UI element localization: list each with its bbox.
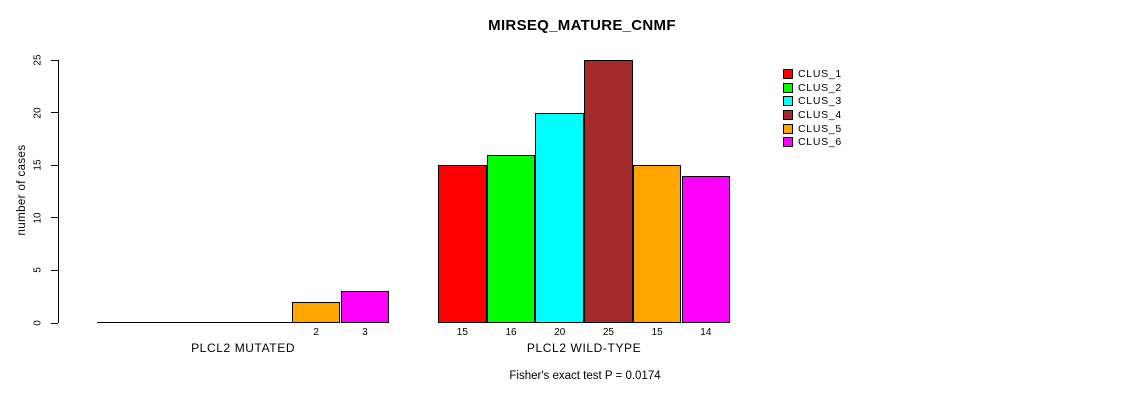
bar-CLUS_6 (340, 291, 390, 323)
bar-CLUS_1 (438, 165, 487, 323)
y-tick-label: 5 (32, 267, 44, 274)
bar-CLUS_5 (291, 301, 341, 323)
bar-value-label: 3 (362, 327, 368, 338)
bar-value-label: 20 (554, 327, 566, 338)
bar-value-label: 25 (602, 327, 614, 338)
y-tick-label: 15 (32, 159, 44, 171)
y-tick-label: 10 (32, 212, 44, 224)
legend: CLUS_1 CLUS_2 CLUS_3 CLUS_4 CLUS_5 CLUS_6 (783, 67, 842, 149)
bar-value-label: 16 (505, 327, 517, 338)
bar-value-label: 2 (313, 327, 319, 338)
legend-item-CLUS_2: CLUS_2 (783, 81, 842, 95)
y-tick-label: 20 (32, 107, 44, 119)
y-tick (51, 112, 58, 114)
legend-item-CLUS_4: CLUS_4 (783, 108, 842, 122)
legend-item-CLUS_6: CLUS_6 (783, 135, 842, 149)
bar-value-label: 15 (651, 327, 663, 338)
legend-swatch-CLUS_5 (783, 123, 793, 134)
y-tick (51, 164, 58, 166)
bar-CLUS_6 (681, 175, 731, 323)
chart-title: MIRSEQ_MATURE_CNMF (488, 17, 676, 34)
legend-swatch-CLUS_3 (783, 96, 793, 107)
legend-swatch-CLUS_1 (783, 68, 793, 79)
bar-value-label: 14 (700, 327, 712, 338)
legend-label: CLUS_3 (798, 95, 842, 108)
bar-CLUS_4 (584, 60, 633, 323)
legend-label: CLUS_4 (798, 108, 842, 121)
legend-swatch-CLUS_6 (783, 137, 793, 148)
y-tick (51, 59, 58, 61)
caption: Fisher's exact test P = 0.0174 (509, 370, 661, 382)
group-label: PLCL2 WILD-TYPE (526, 341, 642, 355)
bar-CLUS_2 (486, 154, 536, 323)
group-label: PLCL2 MUTATED (191, 341, 296, 355)
legend-item-CLUS_3: CLUS_3 (783, 94, 842, 108)
y-tick-label: 25 (32, 54, 44, 66)
zero-bar-CLUS_1 (97, 322, 146, 323)
y-tick (51, 269, 58, 271)
legend-label: CLUS_6 (798, 136, 842, 149)
bar-CLUS_5 (632, 165, 682, 323)
legend-label: CLUS_2 (798, 81, 842, 94)
legend-swatch-CLUS_4 (783, 109, 793, 120)
y-tick-label: 0 (32, 320, 44, 326)
legend-swatch-CLUS_2 (783, 82, 793, 93)
y-tick (51, 322, 58, 324)
zero-bar-CLUS_3 (194, 322, 244, 323)
bar-CLUS_3 (535, 112, 585, 323)
legend-item-CLUS_5: CLUS_5 (783, 122, 842, 136)
legend-label: CLUS_1 (798, 67, 842, 80)
bar-value-label: 15 (456, 327, 468, 338)
legend-label: CLUS_5 (798, 122, 842, 135)
zero-bar-CLUS_4 (243, 322, 292, 323)
y-axis-line (58, 60, 59, 323)
y-axis-label: number of cases (16, 144, 28, 236)
y-tick (51, 217, 58, 219)
zero-bar-CLUS_2 (145, 322, 195, 323)
legend-item-CLUS_1: CLUS_1 (783, 67, 842, 81)
